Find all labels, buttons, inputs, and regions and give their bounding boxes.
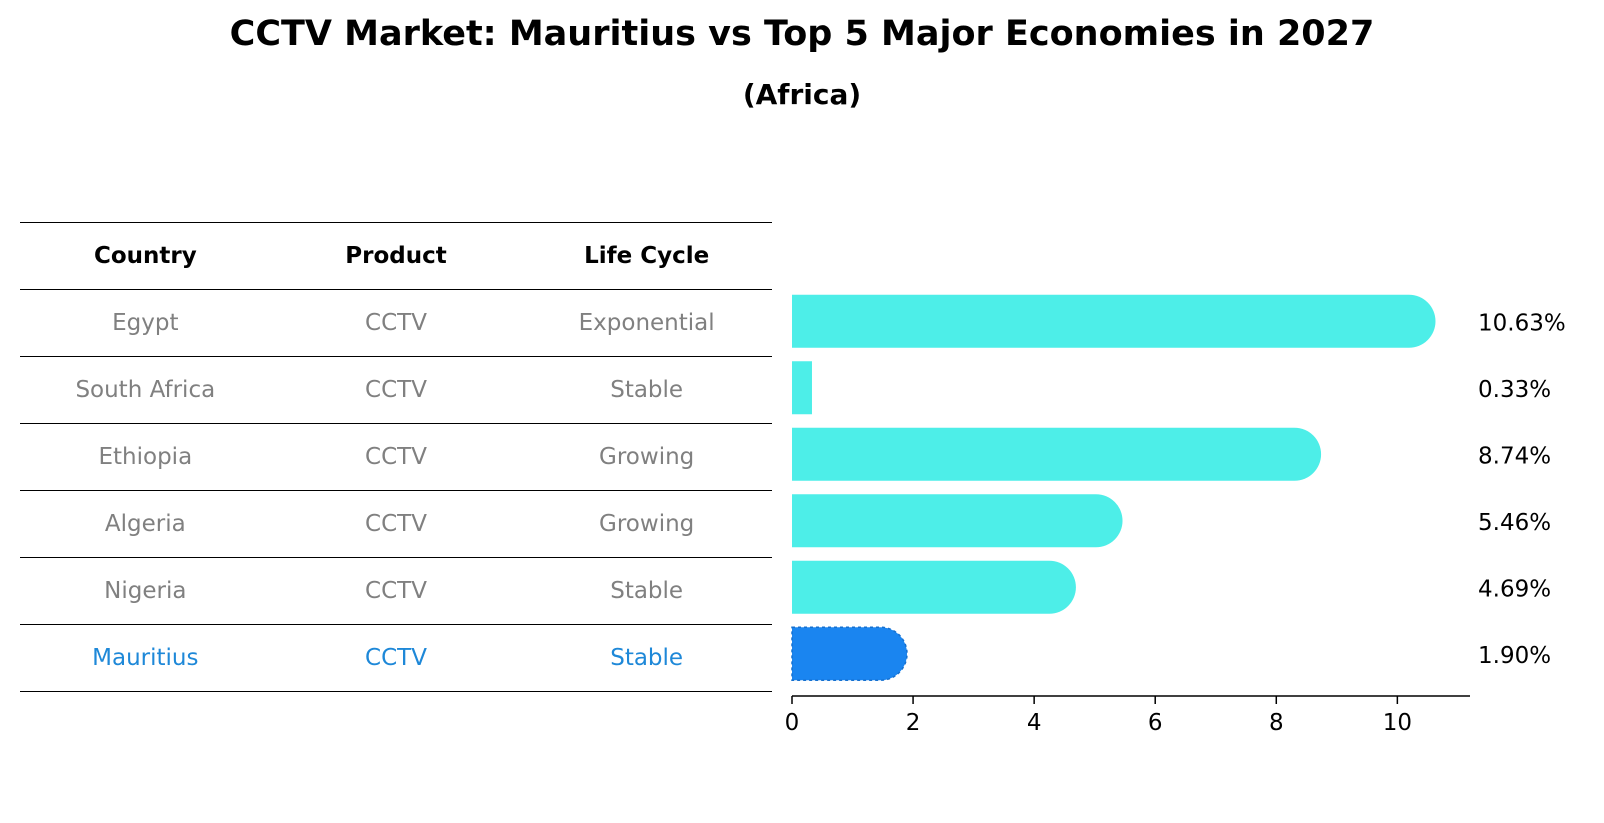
- table-row: Algeria CCTV Growing: [20, 490, 772, 558]
- data-label: 8.74%: [1478, 443, 1551, 469]
- table-row: Ethiopia CCTV Growing: [20, 423, 772, 491]
- cell-life-cycle: Growing: [521, 423, 772, 491]
- header-life-cycle: Life Cycle: [521, 222, 772, 290]
- country-table: Country Product Life Cycle Egypt CCTV Expo…: [20, 222, 772, 692]
- bar-algeria: [792, 494, 1123, 548]
- bar-mauritius: [791, 626, 908, 681]
- chart-subtitle: (Africa): [742, 78, 862, 111]
- cell-life-cycle: Stable: [521, 557, 772, 625]
- bar-nigeria: [792, 560, 1076, 614]
- x-tick-label: 10: [1383, 710, 1412, 736]
- data-label: 0.33%: [1478, 377, 1551, 403]
- table-header-row: Country Product Life Cycle: [20, 222, 772, 290]
- cell-life-cycle: Exponential: [521, 289, 772, 357]
- cell-product: CCTV: [270, 356, 522, 424]
- chart-title: CCTV Market: Mauritius vs Top 5 Major Ec…: [229, 14, 1375, 54]
- data-label: 5.46%: [1478, 510, 1551, 536]
- cell-country: South Africa: [20, 356, 271, 424]
- data-label: 4.69%: [1478, 576, 1551, 602]
- cell-life-cycle: Stable: [521, 356, 772, 424]
- cell-product: CCTV: [270, 289, 522, 357]
- bar-egypt: [792, 294, 1436, 348]
- header-country: Country: [20, 222, 271, 290]
- table-row: Mauritius CCTV Stable: [20, 624, 772, 692]
- data-label: 1.90%: [1478, 643, 1551, 669]
- bar-south-africa: [792, 361, 812, 415]
- x-tick-label: 2: [906, 710, 921, 736]
- x-tick-label: 0: [785, 710, 800, 736]
- data-label: 10.63%: [1478, 310, 1566, 336]
- cell-country: Algeria: [20, 490, 271, 558]
- header-product: Product: [270, 222, 522, 290]
- cell-country: Egypt: [20, 289, 271, 357]
- cell-country: Nigeria: [20, 557, 271, 625]
- cell-country: Ethiopia: [20, 423, 271, 491]
- x-tick-label: 6: [1148, 710, 1163, 736]
- x-tick-label: 4: [1027, 710, 1042, 736]
- cell-product: CCTV: [270, 557, 522, 625]
- cell-life-cycle: Stable: [521, 624, 772, 692]
- table-row: Egypt CCTV Exponential: [20, 289, 772, 357]
- table-row: South Africa CCTV Stable: [20, 356, 772, 424]
- cell-product: CCTV: [270, 490, 522, 558]
- bar-ethiopia: [792, 427, 1322, 481]
- cell-product: CCTV: [270, 423, 522, 491]
- cell-product: CCTV: [270, 624, 522, 692]
- table-row: Nigeria CCTV Stable: [20, 557, 772, 625]
- x-tick-label: 8: [1269, 710, 1284, 736]
- cell-country: Mauritius: [20, 624, 271, 692]
- table-body: Egypt CCTV Exponential South Africa CCTV Stab…: [20, 289, 772, 692]
- cell-life-cycle: Growing: [521, 490, 772, 558]
